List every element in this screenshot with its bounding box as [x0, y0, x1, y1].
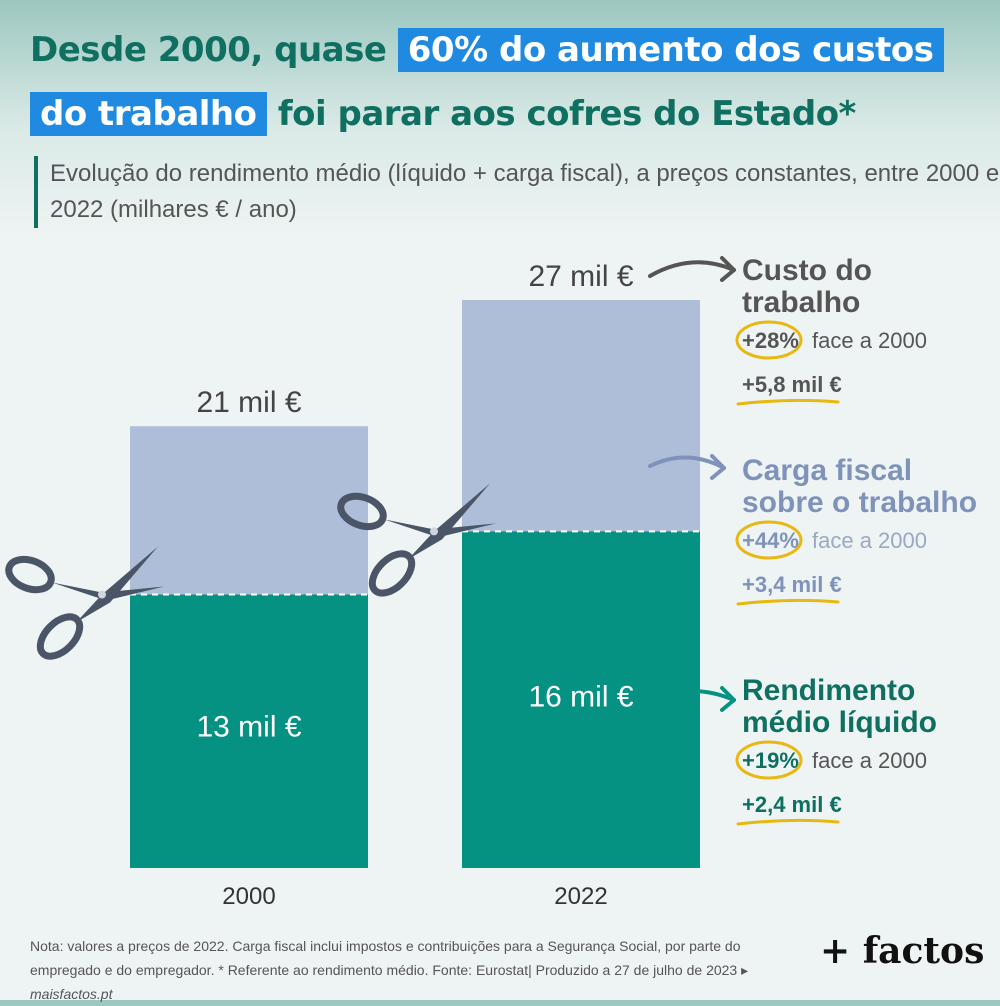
highlight-underline — [736, 398, 840, 406]
highlight-underline — [736, 818, 840, 826]
scissors-handle — [36, 613, 84, 660]
annotation-label-1-line2: sobre o trabalho — [742, 486, 977, 519]
highlight-circle — [735, 520, 803, 560]
bar-net-2022 — [462, 531, 700, 868]
annotation-suffix-0: face a 2000 — [812, 328, 927, 353]
scissors-handle — [337, 492, 387, 531]
arrow-net — [648, 689, 736, 702]
page-subtitle: Evolução do rendimento médio (líquido + … — [34, 156, 1000, 228]
annotation-label-2-line2: médio líquido — [742, 706, 937, 739]
annotation-suffix-2: face a 2000 — [812, 748, 927, 773]
arrow-total-head — [720, 256, 736, 282]
annotation-pct-1: +44% — [742, 528, 799, 553]
page-title: Desde 2000, quase 60% do aumento dos cus… — [30, 18, 980, 146]
scissors-blade — [76, 546, 158, 623]
annotation-delta-0: +5,8 mil € — [742, 372, 842, 397]
title-part1: Desde 2000, quase — [30, 30, 398, 70]
footnote-site: maisfactos.pt — [30, 986, 113, 1002]
annotation-suffix-1: face a 2000 — [812, 528, 927, 553]
x-tick-2022: 2022 — [554, 883, 607, 910]
net-label-2022: 16 mil € — [528, 680, 633, 713]
scissors-handle — [5, 555, 55, 594]
footnote: Nota: valores a preços de 2022. Carga fi… — [30, 934, 800, 1006]
scissors-handle — [368, 550, 416, 597]
annotation-label-1: Carga fiscal — [742, 454, 912, 487]
arrow-net-head — [720, 686, 736, 712]
scissors-icon — [5, 546, 164, 660]
arrow-tax — [648, 455, 726, 470]
annotation-delta-2: +2,4 mil € — [742, 792, 842, 817]
annotation-delta-1: +3,4 mil € — [742, 572, 842, 597]
annotation-label-0-line2: trabalho — [742, 286, 860, 319]
total-label-2000: 21 mil € — [196, 386, 301, 419]
highlight-underline — [736, 598, 840, 606]
x-tick-2000: 2000 — [222, 883, 275, 910]
highlight-circle — [735, 740, 803, 780]
bar-tax-2000 — [130, 426, 368, 595]
net-label-2000: 13 mil € — [196, 711, 301, 744]
footnote-text: Nota: valores a preços de 2022. Carga fi… — [30, 938, 749, 978]
annotation-label-0: Custo do — [742, 254, 872, 287]
annotation-label-2: Rendimento — [742, 674, 915, 707]
title-part2: foi parar aos cofres do Estado* — [266, 94, 857, 134]
scissors-pivot — [430, 527, 438, 536]
scissors-blade — [408, 483, 490, 560]
arrow-tax-head — [710, 454, 726, 480]
scissors-icon — [337, 483, 496, 597]
total-label-2022: 27 mil € — [528, 260, 633, 293]
scissors-pivot — [98, 590, 106, 599]
annotation-pct-2: +19% — [742, 748, 799, 773]
bar-net-2000 — [130, 594, 368, 868]
arrow-total — [648, 260, 736, 278]
brand-logo: + factos — [820, 930, 985, 972]
highlight-circle — [735, 320, 803, 360]
bar-tax-2022 — [462, 300, 700, 532]
annotation-pct-0: +28% — [742, 328, 799, 353]
